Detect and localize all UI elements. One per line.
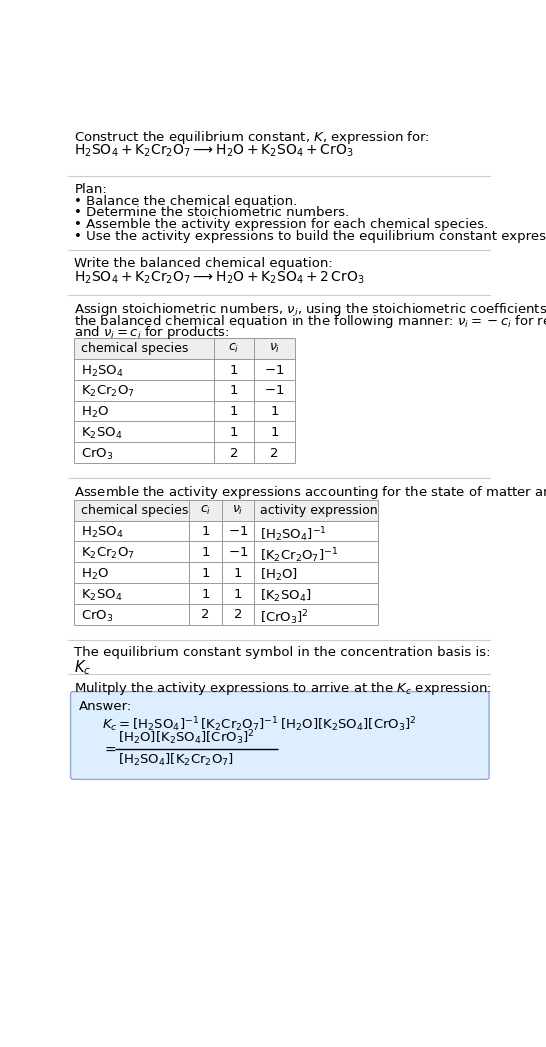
Text: • Assemble the activity expression for each chemical species.: • Assemble the activity expression for e…	[74, 218, 489, 231]
Text: $\mathrm{CrO_3}$: $\mathrm{CrO_3}$	[81, 447, 113, 462]
Text: $\mathrm{K_2SO_4}$: $\mathrm{K_2SO_4}$	[81, 587, 122, 603]
Bar	[74, 359, 294, 380]
Text: $-1$: $-1$	[264, 384, 284, 398]
Text: 1: 1	[270, 405, 278, 418]
Text: 1: 1	[230, 426, 239, 439]
Bar	[74, 583, 378, 604]
Bar	[74, 520, 378, 541]
Text: 1: 1	[201, 526, 210, 538]
Text: 1: 1	[201, 566, 210, 580]
Text: and $\nu_i = c_i$ for products:: and $\nu_i = c_i$ for products:	[74, 325, 230, 341]
Text: $c_i$: $c_i$	[200, 504, 211, 517]
Text: $[\mathrm{H_2SO_4}]^{-1}$: $[\mathrm{H_2SO_4}]^{-1}$	[260, 526, 327, 544]
Text: 1: 1	[230, 384, 239, 398]
Text: Mulitply the activity expressions to arrive at the $K_c$ expression:: Mulitply the activity expressions to arr…	[74, 681, 492, 697]
Text: 2: 2	[234, 608, 242, 622]
Text: $[\mathrm{H_2O}][\mathrm{K_2SO_4}][\mathrm{CrO_3}]^2$: $[\mathrm{H_2O}][\mathrm{K_2SO_4}][\math…	[118, 729, 254, 747]
Bar	[74, 421, 294, 442]
Text: 1: 1	[230, 363, 239, 377]
Text: $\mathrm{H_2SO_4 + K_2Cr_2O_7 \longrightarrow H_2O + K_2SO_4 + CrO_3}$: $\mathrm{H_2SO_4 + K_2Cr_2O_7 \longright…	[74, 142, 354, 159]
Text: activity expression: activity expression	[260, 504, 378, 517]
FancyBboxPatch shape	[70, 692, 489, 779]
Text: $-1$: $-1$	[228, 547, 248, 559]
Text: • Determine the stoichiometric numbers.: • Determine the stoichiometric numbers.	[74, 206, 349, 220]
Text: the balanced chemical equation in the following manner: $\nu_i = -c_i$ for react: the balanced chemical equation in the fo…	[74, 313, 546, 330]
Text: 1: 1	[270, 426, 278, 439]
Text: $\mathrm{K_2SO_4}$: $\mathrm{K_2SO_4}$	[81, 426, 122, 441]
Text: chemical species: chemical species	[81, 342, 188, 355]
Text: $[\mathrm{K_2SO_4}]$: $[\mathrm{K_2SO_4}]$	[260, 587, 312, 604]
Text: $\mathrm{H_2SO_4}$: $\mathrm{H_2SO_4}$	[81, 363, 123, 379]
Text: The equilibrium constant symbol in the concentration basis is:: The equilibrium constant symbol in the c…	[74, 646, 491, 660]
Text: $c_i$: $c_i$	[228, 342, 240, 355]
Text: $\mathrm{H_2SO_4}$: $\mathrm{H_2SO_4}$	[81, 526, 123, 540]
Text: Assemble the activity expressions accounting for the state of matter and $\nu_i$: Assemble the activity expressions accoun…	[74, 485, 546, 502]
Text: $[\mathrm{CrO_3}]^2$: $[\mathrm{CrO_3}]^2$	[260, 608, 310, 627]
Text: 1: 1	[230, 405, 239, 418]
Text: $\mathrm{H_2O}$: $\mathrm{H_2O}$	[81, 566, 109, 582]
Text: Write the balanced chemical equation:: Write the balanced chemical equation:	[74, 257, 333, 269]
Text: $[\mathrm{H_2O}]$: $[\mathrm{H_2O}]$	[260, 566, 299, 583]
Text: $-1$: $-1$	[228, 526, 248, 538]
Text: $\mathrm{H_2SO_4 + K_2Cr_2O_7 \longrightarrow H_2O + K_2SO_4 + 2\,CrO_3}$: $\mathrm{H_2SO_4 + K_2Cr_2O_7 \longright…	[74, 270, 365, 286]
Text: $K_c$: $K_c$	[74, 659, 92, 677]
Text: $[\mathrm{K_2Cr_2O_7}]^{-1}$: $[\mathrm{K_2Cr_2O_7}]^{-1}$	[260, 547, 339, 564]
Text: 1: 1	[234, 587, 242, 601]
Text: Plan:: Plan:	[74, 182, 107, 196]
Text: $=$: $=$	[102, 742, 117, 756]
Text: 1: 1	[234, 566, 242, 580]
Bar	[74, 604, 378, 625]
Text: Answer:: Answer:	[79, 700, 132, 713]
Bar	[74, 338, 294, 359]
Text: • Balance the chemical equation.: • Balance the chemical equation.	[74, 195, 298, 208]
Bar	[74, 401, 294, 421]
Bar	[74, 380, 294, 401]
Bar	[74, 541, 378, 562]
Text: $\mathrm{K_2Cr_2O_7}$: $\mathrm{K_2Cr_2O_7}$	[81, 384, 134, 400]
Text: 1: 1	[201, 547, 210, 559]
Text: 2: 2	[230, 447, 239, 460]
Text: 1: 1	[201, 587, 210, 601]
Text: • Use the activity expressions to build the equilibrium constant expression.: • Use the activity expressions to build …	[74, 229, 546, 243]
Text: $\mathrm{H_2O}$: $\mathrm{H_2O}$	[81, 405, 109, 420]
Text: Assign stoichiometric numbers, $\nu_i$, using the stoichiometric coefficients, $: Assign stoichiometric numbers, $\nu_i$, …	[74, 302, 546, 318]
Text: $\mathrm{K_2Cr_2O_7}$: $\mathrm{K_2Cr_2O_7}$	[81, 547, 134, 561]
Text: $\mathrm{CrO_3}$: $\mathrm{CrO_3}$	[81, 608, 113, 624]
Bar	[74, 562, 378, 583]
Text: $\nu_i$: $\nu_i$	[269, 342, 280, 355]
Text: 2: 2	[201, 608, 210, 622]
Bar	[74, 499, 378, 520]
Text: $-1$: $-1$	[264, 363, 284, 377]
Text: $\nu_i$: $\nu_i$	[232, 504, 244, 517]
Text: Construct the equilibrium constant, $K$, expression for:: Construct the equilibrium constant, $K$,…	[74, 130, 430, 147]
Text: $[\mathrm{H_2SO_4}][\mathrm{K_2Cr_2O_7}]$: $[\mathrm{H_2SO_4}][\mathrm{K_2Cr_2O_7}]…	[118, 752, 234, 767]
Text: $K_c = [\mathrm{H_2SO_4}]^{-1}\,[\mathrm{K_2Cr_2O_7}]^{-1}\,[\mathrm{H_2O}][\mat: $K_c = [\mathrm{H_2SO_4}]^{-1}\,[\mathrm…	[102, 715, 417, 734]
Bar	[74, 442, 294, 463]
Text: chemical species: chemical species	[81, 504, 188, 517]
Text: 2: 2	[270, 447, 278, 460]
